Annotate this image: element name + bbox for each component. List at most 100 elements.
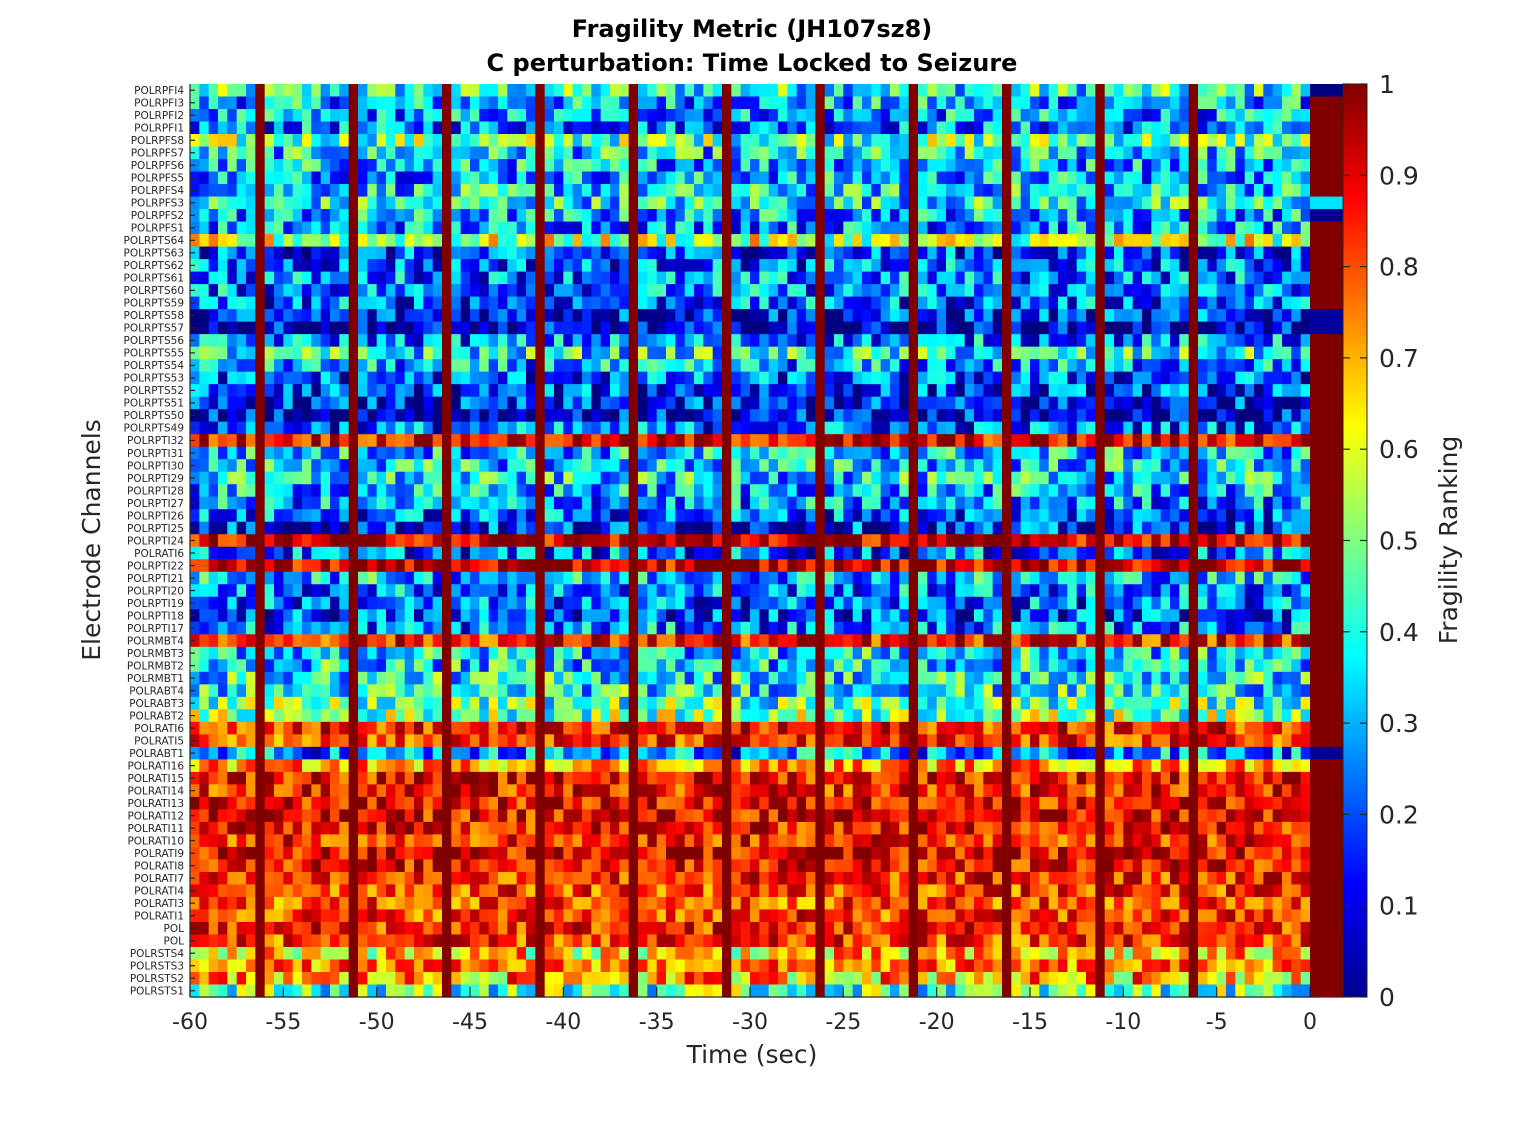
heatmap-cell [862,534,872,548]
heatmap-cell [246,371,256,385]
heatmap-cell [320,321,331,335]
heatmap-cell [236,571,247,585]
heatmap-cell [600,559,611,573]
heatmap-cell [283,484,294,498]
heatmap-cell [768,571,779,585]
heatmap-cell [918,484,928,498]
heatmap-cell [974,121,984,135]
heatmap-cell [1048,146,1059,160]
heatmap-cell [1151,496,1162,510]
heatmap-cell [348,484,359,498]
heatmap-cell [404,459,415,473]
heatmap-cell [544,371,555,385]
heatmap-cell [582,84,592,98]
heatmap-cell [628,221,639,235]
heatmap-cell [218,296,228,310]
heatmap-cell [1300,284,1311,298]
heatmap-cell [516,496,527,510]
heatmap-cell [796,96,807,110]
heatmap-cell [778,121,788,135]
heatmap-cell [470,234,480,248]
heatmap-cell [638,271,648,285]
heatmap-cell [1123,409,1134,423]
heatmap-cell [1114,409,1124,423]
heatmap-cell [908,346,919,360]
heatmap-cell [880,84,891,98]
heatmap-cell [759,509,770,523]
heatmap-cell [1244,434,1255,448]
heatmap-cell [264,171,275,185]
heatmap-cell [330,546,340,560]
heatmap-cell [348,384,359,398]
heatmap-cell [787,421,798,435]
heatmap-cell [320,559,331,573]
heatmap-cell [1002,521,1012,535]
heatmap-cell [1216,146,1227,160]
heatmap-cell [1291,259,1302,273]
heatmap-cell [208,109,219,123]
heatmap-cell [778,371,788,385]
heatmap-cell [255,421,266,435]
heatmap-cell [824,434,835,448]
heatmap-cell [1207,496,1218,510]
heatmap-cell [796,446,807,460]
heatmap-cell [796,471,807,485]
heatmap-cell [1244,421,1255,435]
heatmap-cell [479,284,490,298]
heatmap-cell [1114,246,1124,260]
heatmap-cell [554,396,564,410]
heatmap-cell [563,409,574,423]
heatmap-cell [488,146,499,160]
heatmap-cell [778,234,788,248]
heatmap-cell [862,459,872,473]
heatmap-cell [1114,584,1124,598]
heatmap-cell [330,96,340,110]
heatmap-cell [1272,434,1283,448]
heatmap-cell [1123,284,1134,298]
heatmap-cell [236,334,247,348]
heatmap-cell [1151,309,1162,323]
heatmap-cell [1216,384,1227,398]
heatmap-cell [1170,296,1180,310]
heatmap-cell [516,309,527,323]
heatmap-cell [843,571,854,585]
heatmap-cell [1235,496,1246,510]
heatmap-cell [684,421,695,435]
heatmap-cell [852,321,863,335]
heatmap-cell [955,159,966,173]
heatmap-cell [955,246,966,260]
heatmap-cell [302,359,312,373]
heatmap-cell [703,409,714,423]
heatmap-cell [582,96,592,110]
heatmap-cell [759,559,770,573]
heatmap-cell [255,571,266,585]
heatmap-cell [1086,509,1096,523]
heatmap-cell [750,209,760,223]
heatmap-cell [414,271,424,285]
heatmap-cell [554,509,564,523]
heatmap-cell [974,184,984,198]
heatmap-cell [712,384,723,398]
heatmap-cell [507,521,518,535]
heatmap-cell [899,409,910,423]
heatmap-cell [731,559,742,573]
heatmap-cell [1179,209,1190,223]
heatmap-cell [1104,259,1115,273]
heatmap-cell [1254,496,1264,510]
heatmap-cell [1058,534,1068,548]
heatmap-cell [544,534,555,548]
heatmap-cell [1216,584,1227,598]
heatmap-cell [1002,184,1012,198]
heatmap-cell [899,134,910,148]
heatmap-cell [1282,384,1292,398]
heatmap-cell [274,246,284,260]
heatmap-cell [311,209,322,223]
heatmap-cell [395,96,406,110]
heatmap-cell [712,396,723,410]
heatmap-cell [992,221,1003,235]
heatmap-cell [871,359,882,373]
heatmap-cell [1272,421,1283,435]
heatmap-cell [1011,384,1022,398]
heatmap-cell [1142,559,1152,573]
heatmap-cell [591,446,602,460]
